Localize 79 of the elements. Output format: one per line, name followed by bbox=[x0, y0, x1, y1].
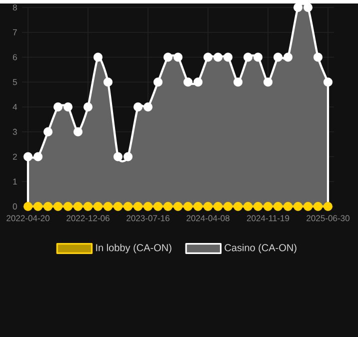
y-tick-label: 1 bbox=[13, 178, 17, 184]
point bbox=[283, 52, 293, 62]
point bbox=[203, 202, 213, 211]
point bbox=[33, 152, 43, 162]
x-tick-label: 2024-04-08 bbox=[186, 214, 230, 221]
point bbox=[153, 77, 163, 86]
point bbox=[73, 202, 83, 211]
point bbox=[293, 202, 303, 211]
point bbox=[263, 77, 273, 86]
point bbox=[253, 202, 263, 211]
point bbox=[83, 102, 93, 112]
point bbox=[263, 202, 273, 211]
point bbox=[93, 202, 103, 211]
point bbox=[123, 152, 133, 162]
x-tick-label: 2022-12-06 bbox=[66, 214, 110, 221]
x-tick-label: 2023-07-16 bbox=[126, 214, 170, 221]
point bbox=[303, 2, 313, 12]
y-tick-label: 7 bbox=[12, 29, 17, 36]
point bbox=[173, 52, 183, 62]
point bbox=[173, 202, 183, 211]
point bbox=[103, 77, 113, 86]
y-tick-label: 4 bbox=[12, 104, 18, 110]
point bbox=[53, 202, 63, 211]
point bbox=[123, 202, 133, 211]
point bbox=[323, 202, 333, 211]
point bbox=[243, 202, 253, 211]
point bbox=[213, 52, 223, 62]
y-tick-label: 3 bbox=[12, 128, 17, 135]
point bbox=[63, 202, 73, 211]
point bbox=[33, 202, 43, 211]
x-tick-label: 2022-04-20 bbox=[6, 214, 50, 221]
point bbox=[223, 52, 233, 62]
point bbox=[103, 202, 113, 211]
point bbox=[133, 102, 143, 112]
point bbox=[303, 202, 313, 211]
point bbox=[243, 52, 253, 62]
point bbox=[153, 202, 163, 211]
point bbox=[233, 202, 243, 211]
point bbox=[93, 52, 103, 62]
point bbox=[323, 77, 333, 86]
point bbox=[163, 52, 173, 62]
point bbox=[313, 202, 323, 211]
point bbox=[43, 127, 53, 136]
point bbox=[43, 202, 53, 211]
y-tick-label: 8 bbox=[12, 4, 17, 10]
point bbox=[273, 52, 283, 62]
point bbox=[183, 202, 193, 211]
point bbox=[193, 202, 203, 211]
point bbox=[73, 127, 83, 136]
point bbox=[113, 202, 123, 211]
point bbox=[143, 202, 153, 211]
y-tick-label: 2 bbox=[12, 154, 17, 160]
point bbox=[23, 152, 33, 162]
x-tick-label: 2025-06-30 bbox=[306, 214, 350, 221]
point bbox=[293, 2, 303, 12]
point bbox=[183, 77, 193, 86]
point bbox=[313, 52, 323, 62]
point bbox=[193, 77, 203, 86]
y-tick-label: 0 bbox=[12, 203, 17, 210]
point bbox=[233, 77, 243, 86]
point bbox=[283, 202, 293, 211]
point bbox=[63, 102, 73, 112]
point bbox=[113, 152, 123, 162]
legend-label: In lobby (CA-ON) bbox=[96, 244, 172, 253]
point bbox=[83, 202, 93, 211]
point bbox=[223, 202, 233, 211]
point bbox=[273, 202, 283, 211]
x-tick-label: 2024-11-19 bbox=[246, 214, 290, 221]
point bbox=[133, 202, 143, 211]
point bbox=[163, 202, 173, 211]
y-tick-label: 5 bbox=[12, 78, 17, 85]
point bbox=[253, 52, 263, 62]
y-tick-label: 6 bbox=[12, 54, 17, 60]
point bbox=[23, 202, 33, 211]
point bbox=[213, 202, 223, 211]
point bbox=[203, 52, 213, 62]
point bbox=[53, 102, 63, 112]
point bbox=[143, 102, 153, 112]
legend-label: Casino (CA-ON) bbox=[224, 244, 296, 253]
